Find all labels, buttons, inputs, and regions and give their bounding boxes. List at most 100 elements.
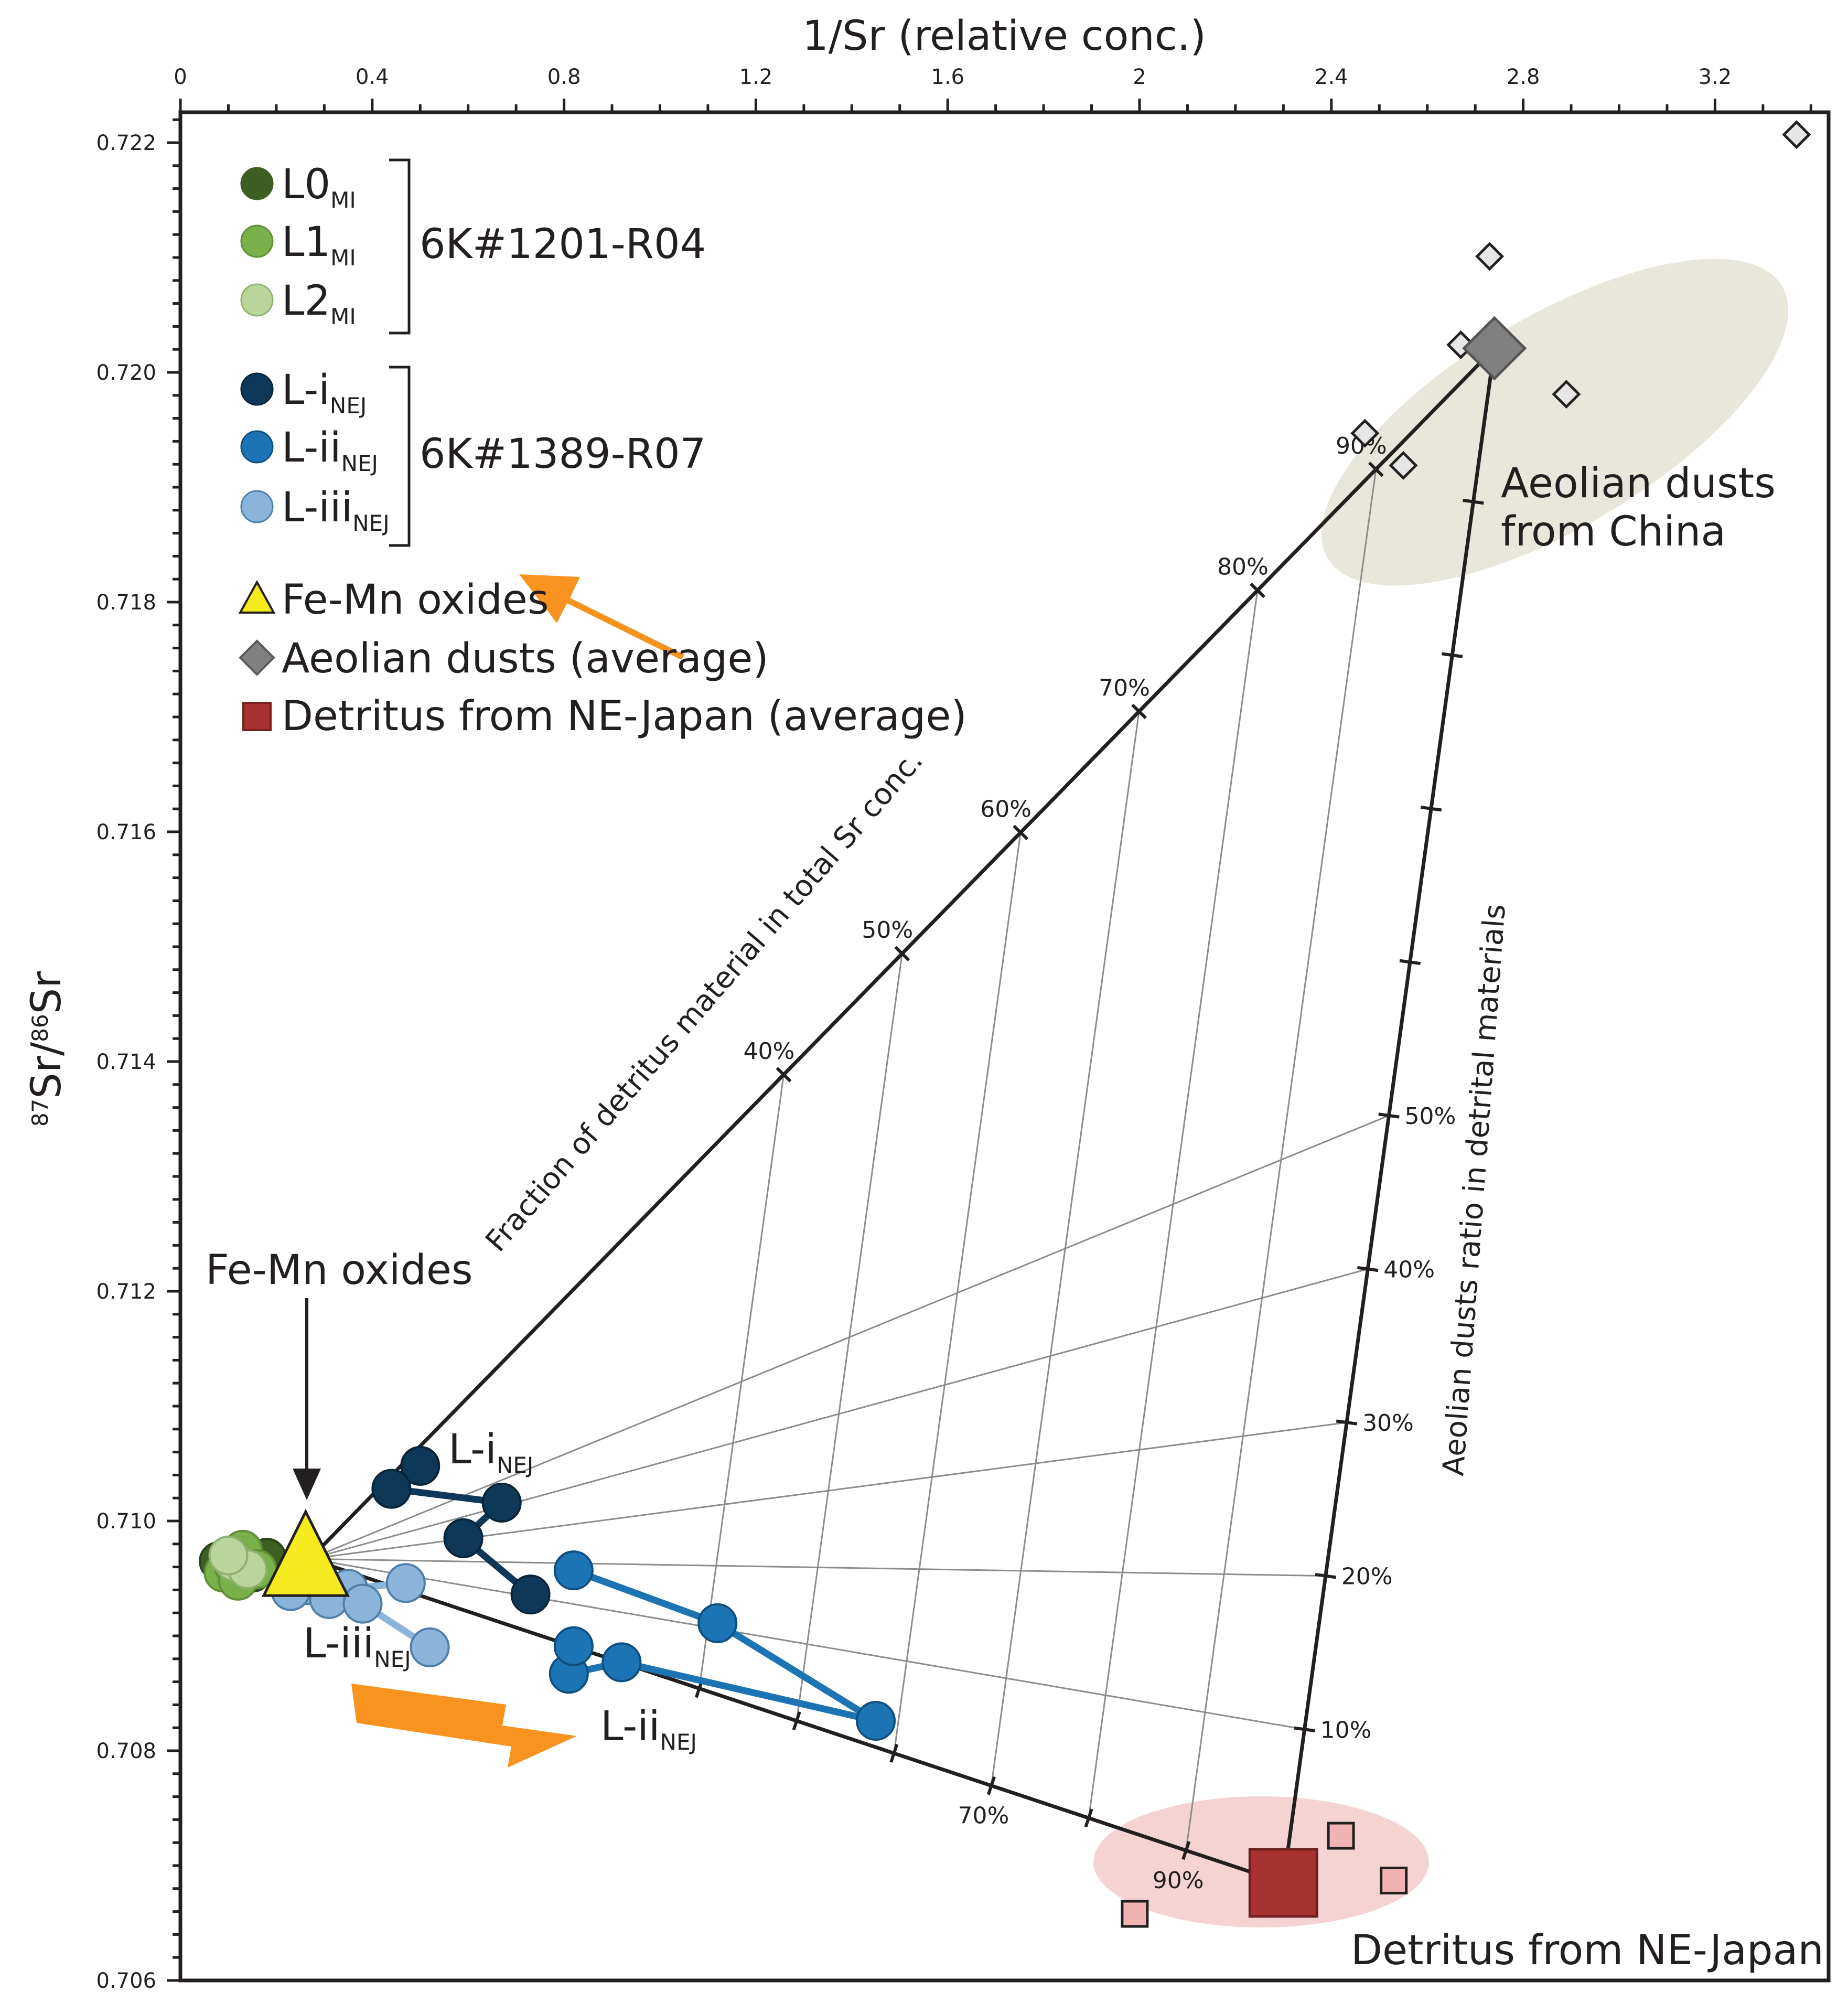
x-tick-label: 3.2 bbox=[1699, 65, 1732, 89]
arrow-toward-aeolian bbox=[519, 574, 684, 660]
aeolian-sample-marker bbox=[1350, 419, 1380, 448]
data-point-Lii bbox=[601, 1642, 642, 1683]
detritus-region-label: Detritus from NE-Japan bbox=[1351, 1927, 1824, 1974]
fraction-label-upper: 60% bbox=[980, 796, 1032, 822]
data-point-Liii bbox=[385, 1563, 426, 1603]
legend-bracket-group1 bbox=[389, 158, 411, 335]
legend-group2-label: 6K#1389-R07 bbox=[420, 431, 706, 478]
fraction-label-lower: 70% bbox=[958, 1803, 1009, 1829]
x-tick-label: 0.4 bbox=[356, 65, 389, 89]
ratio-label: 50% bbox=[1405, 1103, 1456, 1130]
series-label-Lii-main: L-ii bbox=[600, 1703, 660, 1750]
x-tick-label: 0 bbox=[174, 65, 187, 89]
aeolian-sample-marker bbox=[1552, 380, 1581, 409]
ratio-axis-label: Aeolian dusts ratio in detrital material… bbox=[1436, 903, 1512, 1477]
y-axis: 0.706 0.708 0.710 0.712 0.714 0.716 0.718 0.720… bbox=[96, 118, 180, 1993]
aeolian-region-ellipse-group bbox=[1321, 259, 1788, 586]
fraction-axis-label: Fraction of detritus material in total S… bbox=[479, 744, 929, 1258]
mixing-fraction-gridline bbox=[1185, 469, 1377, 1851]
plot-frame bbox=[178, 110, 1831, 1983]
aeolian-sample-marker bbox=[1782, 120, 1811, 149]
data-point-Li bbox=[510, 1574, 551, 1615]
legend-group1-label: 6K#1201-R04 bbox=[420, 221, 706, 268]
fraction-tick-upper bbox=[1368, 462, 1384, 477]
mixing-fraction-gridline bbox=[893, 832, 1022, 1754]
femn-annotation-arrow bbox=[293, 1298, 321, 1500]
series-label-Li-main: L-i bbox=[448, 1426, 497, 1473]
mixing-triangle: 40%50%60%70%80%90%70%90%10%20%30%40%50% bbox=[308, 347, 1497, 1894]
y-axis-title: 87Sr/86Sr bbox=[23, 971, 70, 1127]
legend-marker-Li bbox=[240, 372, 274, 406]
fraction-tick-lower bbox=[1181, 1841, 1191, 1860]
legend-label-L1: L1MI bbox=[282, 219, 356, 271]
y-tick-label: 0.710 bbox=[96, 1509, 156, 1534]
mixing-fraction-gridline bbox=[990, 711, 1140, 1786]
legend-label-femn: Fe-Mn oxides bbox=[282, 576, 549, 624]
ratio-tick bbox=[1399, 959, 1421, 966]
legend-marker-femn bbox=[238, 580, 276, 614]
y-tick-label: 0.706 bbox=[96, 1969, 156, 1993]
fraction-tick-lower bbox=[986, 1776, 996, 1795]
end-members bbox=[261, 120, 1811, 1928]
fraction-tick-upper bbox=[1131, 703, 1147, 720]
data-point-Li bbox=[443, 1518, 484, 1558]
series-label-Liii-main: L-iii bbox=[303, 1620, 374, 1667]
y-tick-label: 0.718 bbox=[96, 591, 156, 615]
arrow-toward-detritus bbox=[351, 1684, 577, 1768]
aeolian-average-marker bbox=[1462, 316, 1527, 381]
aeolian-label-line2: from China bbox=[1501, 508, 1726, 555]
y-axis-title-sr2: Sr bbox=[23, 971, 70, 1014]
series-label-Lii: L-iiNEJ bbox=[600, 1703, 697, 1755]
ratio-tick bbox=[1315, 1572, 1337, 1579]
aeolian-sample-marker bbox=[1389, 451, 1418, 480]
ratio-label: 40% bbox=[1383, 1257, 1435, 1283]
data-point-Lii bbox=[697, 1603, 738, 1643]
x-tick-label: 1.6 bbox=[931, 65, 964, 89]
legend-marker-Liii bbox=[240, 490, 274, 523]
detritus-sample-marker bbox=[1327, 1822, 1355, 1850]
series-label-Li-sub: NEJ bbox=[497, 1452, 533, 1478]
legend-label-L0: L0MI bbox=[282, 161, 356, 213]
y-axis-title-sr1: Sr/ bbox=[23, 1042, 70, 1099]
legend-marker-L2 bbox=[240, 283, 274, 317]
legend-label-detritus: Detritus from NE-Japan (average) bbox=[282, 693, 967, 740]
fraction-label-upper: 50% bbox=[862, 917, 913, 944]
trend-arrows bbox=[351, 574, 684, 1768]
fraction-label-upper: 80% bbox=[1217, 554, 1269, 581]
x-tick-label: 2.4 bbox=[1315, 65, 1348, 89]
ratio-tick bbox=[1357, 1266, 1379, 1272]
series-label-Liii: L-iiiNEJ bbox=[303, 1620, 411, 1672]
y-axis-title-sup2: 86 bbox=[27, 1014, 53, 1042]
data-point-Lii bbox=[553, 1550, 594, 1591]
y-tick-label: 0.714 bbox=[96, 1050, 156, 1074]
fraction-tick-upper bbox=[776, 1067, 792, 1083]
fraction-tick-upper bbox=[1013, 824, 1029, 841]
aeolian-label-line1: Aeolian dusts bbox=[1501, 460, 1776, 507]
series-label-Li: L-iNEJ bbox=[448, 1426, 533, 1478]
ratio-tick bbox=[1336, 1419, 1358, 1426]
detritus-sample-marker bbox=[1121, 1900, 1149, 1928]
aeolian-sample-marker bbox=[1475, 242, 1505, 271]
legend-label-Li: L-iNEJ bbox=[282, 367, 367, 419]
ratio-tick bbox=[1420, 806, 1442, 812]
legend-marker-Lii bbox=[240, 430, 274, 464]
x-tick-label: 2 bbox=[1133, 65, 1146, 89]
fraction-tick-lower bbox=[889, 1743, 899, 1763]
legend-marker-aeolian bbox=[239, 639, 275, 676]
ratio-label: 10% bbox=[1320, 1717, 1372, 1743]
x-axis: 0 0.4 0.8 1.2 1.6 2 2.4 2.8 3.2 bbox=[174, 65, 1812, 112]
legend-label-Lii: L-iiNEJ bbox=[282, 424, 378, 476]
femn-oxide-marker bbox=[261, 1508, 350, 1597]
legend-marker-detritus bbox=[242, 702, 272, 731]
fraction-tick-upper bbox=[1250, 582, 1265, 598]
ratio-tick bbox=[1463, 498, 1484, 505]
y-tick-label: 0.720 bbox=[96, 361, 156, 385]
ratio-label: 30% bbox=[1362, 1410, 1414, 1437]
data-point-Liii bbox=[410, 1627, 450, 1667]
series-label-Liii-sub: NEJ bbox=[374, 1646, 411, 1672]
y-tick-label: 0.722 bbox=[96, 131, 156, 155]
ratio-tick bbox=[1378, 1112, 1400, 1119]
x-axis-title: 1/Sr (relative conc.) bbox=[802, 13, 1206, 60]
y-tick-label: 0.708 bbox=[96, 1739, 156, 1763]
